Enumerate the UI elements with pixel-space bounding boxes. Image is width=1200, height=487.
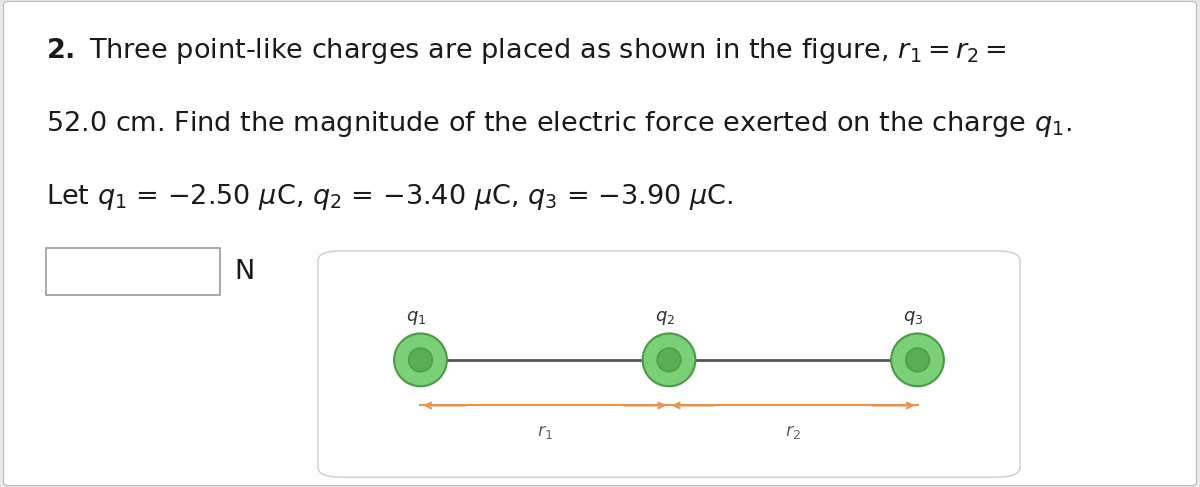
Ellipse shape [906,348,930,372]
Ellipse shape [394,334,446,386]
Ellipse shape [408,348,432,372]
Text: $q_1$: $q_1$ [406,310,426,327]
FancyBboxPatch shape [46,248,220,295]
Ellipse shape [658,348,680,372]
Text: Let $q_1$ = $-$2.50 $\mu$C, $q_2$ = $-$3.40 $\mu$C, $q_3$ = $-$3.90 $\mu$C.: Let $q_1$ = $-$2.50 $\mu$C, $q_2$ = $-$3… [46,182,733,212]
Text: $\mathbf{2.}$ Three point-like charges are placed as shown in the figure, $r_1 =: $\mathbf{2.}$ Three point-like charges a… [46,36,1006,66]
FancyBboxPatch shape [4,1,1196,486]
Text: $r_1$: $r_1$ [536,423,553,441]
FancyBboxPatch shape [318,251,1020,477]
Ellipse shape [643,334,696,386]
Text: $r_2$: $r_2$ [785,423,802,441]
Text: $q_2$: $q_2$ [655,310,674,327]
Ellipse shape [892,334,944,386]
Text: 52.0 cm. Find the magnitude of the electric force exerted on the charge $q_1$.: 52.0 cm. Find the magnitude of the elect… [46,109,1072,139]
Text: $q_3$: $q_3$ [904,310,924,327]
Text: N: N [234,259,254,285]
